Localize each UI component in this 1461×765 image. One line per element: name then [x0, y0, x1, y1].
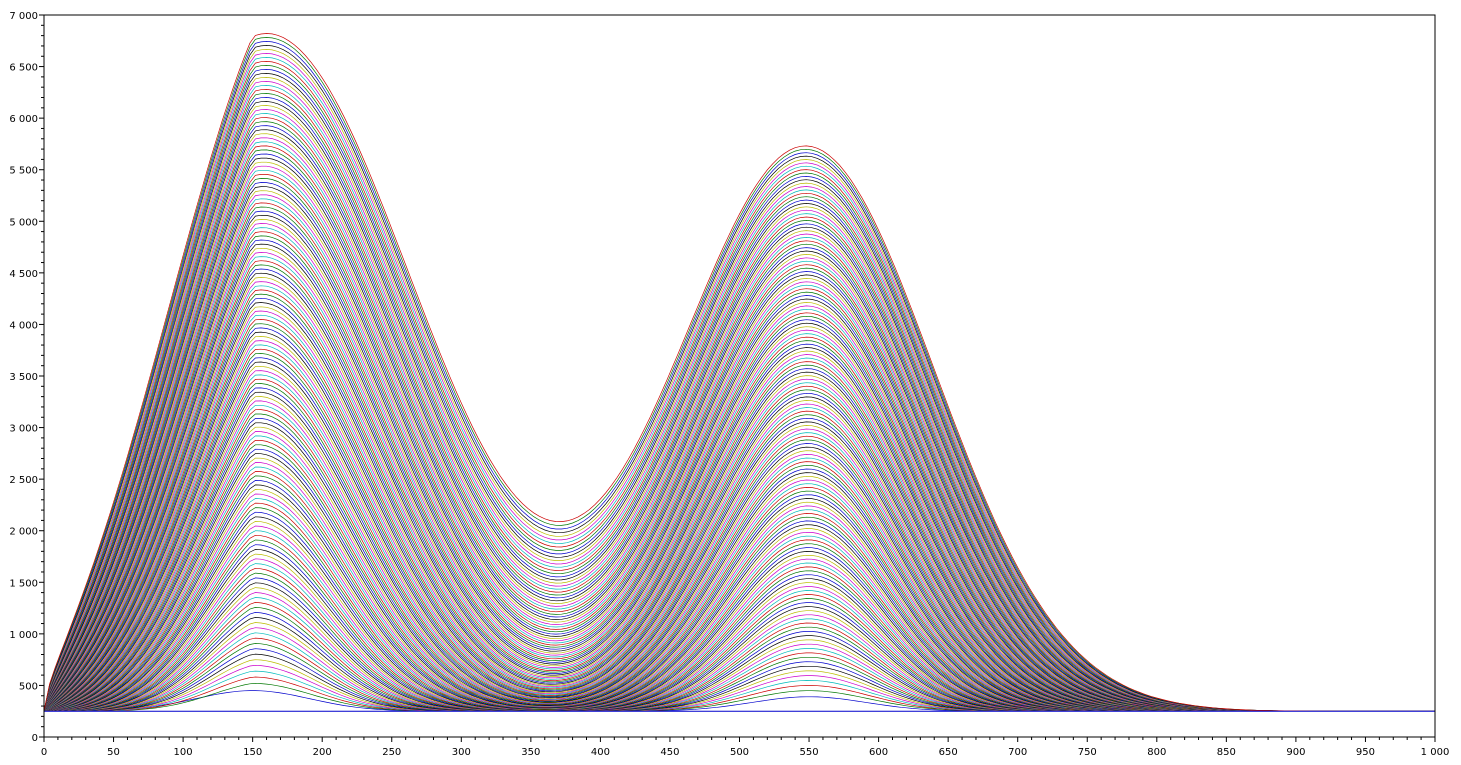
series-line-121: [43, 149, 1435, 712]
x-tick-label-6: 300: [452, 747, 471, 758]
series-line-43: [43, 480, 1435, 712]
y-tick-label-11: 5 500: [9, 166, 38, 177]
series-line-76: [43, 336, 1435, 712]
x-tick-label-12: 600: [869, 747, 888, 758]
x-tick-label-8: 400: [591, 747, 610, 758]
x-tick-label-10: 500: [730, 747, 749, 758]
series-line-3: [44, 676, 1435, 712]
series-line-95: [43, 256, 1435, 712]
y-tick-label-12: 6 000: [9, 114, 38, 125]
y-tick-label-4: 2 000: [9, 527, 38, 538]
y-tick-label-8: 4 000: [9, 320, 38, 331]
x-tick-label-20: 1 000: [1421, 747, 1450, 758]
x-tick-label-19: 950: [1356, 747, 1375, 758]
y-tick-label-1: 500: [19, 681, 38, 692]
y-tick-label-9: 4 500: [9, 269, 38, 280]
series-line-50: [43, 448, 1435, 712]
series-line-116: [43, 169, 1435, 712]
series-line-74: [43, 344, 1435, 712]
series-line-96: [43, 252, 1435, 712]
series-line-11: [44, 632, 1435, 712]
series-line-52: [43, 439, 1435, 712]
series-line-7: [44, 653, 1435, 712]
series-line-101: [43, 231, 1435, 712]
y-tick-label-3: 1 500: [9, 578, 38, 589]
y-tick-label-2: 1 000: [9, 630, 38, 641]
x-tick-label-1: 50: [107, 747, 120, 758]
x-tick-label-0: 0: [41, 747, 47, 758]
series-line-2: [44, 682, 1435, 712]
series-line-15: [44, 612, 1435, 712]
series-line-39: [43, 498, 1435, 712]
series-line-106: [43, 210, 1435, 712]
x-axis: 0 50 100 150 200 250 300 350 400 450 500 550 600 650 7…: [41, 737, 1450, 758]
x-tick-label-5: 250: [382, 747, 401, 758]
x-tick-label-11: 550: [800, 747, 819, 758]
x-tick-label-14: 700: [1008, 747, 1027, 758]
x-tick-label-4: 200: [313, 747, 332, 758]
x-tick-label-18: 900: [1286, 747, 1305, 758]
y-tick-label-14: 7 000: [9, 11, 38, 22]
x-tick-label-15: 750: [1078, 747, 1097, 758]
series-line-37: [43, 507, 1435, 712]
x-tick-label-2: 100: [174, 747, 193, 758]
y-tick-label-13: 6 500: [9, 63, 38, 74]
x-tick-label-3: 150: [243, 747, 262, 758]
series-line-146: [43, 49, 1435, 712]
series-line-27: [43, 553, 1435, 712]
y-tick-label-0: 0: [32, 733, 38, 744]
series-line-131: [43, 109, 1435, 712]
series-line-148: [43, 41, 1435, 712]
series-line-46: [43, 466, 1435, 712]
x-tick-label-16: 800: [1147, 747, 1166, 758]
series-line-140: [43, 73, 1435, 712]
x-tick-label-13: 650: [939, 747, 958, 758]
y-tick-label-5: 2 500: [9, 475, 38, 486]
y-axis: 0 500 1 000 1 500 2 000 2 500 3 000 3 500 4 000 4…: [9, 11, 44, 744]
x-tick-label-9: 450: [660, 747, 679, 758]
y-tick-label-6: 3 000: [9, 424, 38, 435]
y-tick-label-10: 5 000: [9, 217, 38, 228]
x-tick-label-7: 350: [521, 747, 540, 758]
curve-family: [43, 33, 1435, 712]
series-line-150: [43, 33, 1435, 712]
y-tick-label-7: 3 500: [9, 372, 38, 383]
series-line-90: [43, 277, 1435, 712]
x-tick-label-17: 850: [1217, 747, 1236, 758]
